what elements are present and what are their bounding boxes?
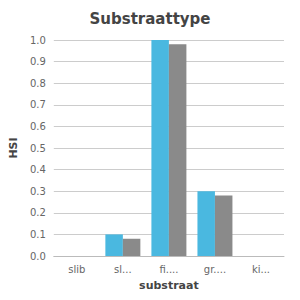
svg-text:0.6: 0.6 [30,121,46,132]
svg-text:1.0: 1.0 [30,35,46,46]
svg-text:slib: slib [68,264,85,275]
svg-text:0.5: 0.5 [30,143,46,154]
svg-text:HSI: HSI [7,137,20,158]
svg-text:substraat: substraat [139,279,199,292]
svg-text:0.8: 0.8 [30,78,46,89]
svg-text:0.2: 0.2 [30,207,46,218]
svg-text:sl...: sl... [114,264,132,275]
svg-text:ki...: ki... [252,264,270,275]
svg-text:0.9: 0.9 [30,56,46,67]
svg-text:fi....: fi.... [159,264,178,275]
svg-text:0.7: 0.7 [30,99,46,110]
svg-text:0.4: 0.4 [30,164,46,175]
svg-text:gr....: gr.... [204,264,226,275]
svg-text:0.1: 0.1 [30,229,46,240]
svg-text:0.0: 0.0 [30,251,46,262]
svg-text:0.3: 0.3 [30,186,46,197]
svg-text:Substraattype: Substraattype [90,10,211,28]
